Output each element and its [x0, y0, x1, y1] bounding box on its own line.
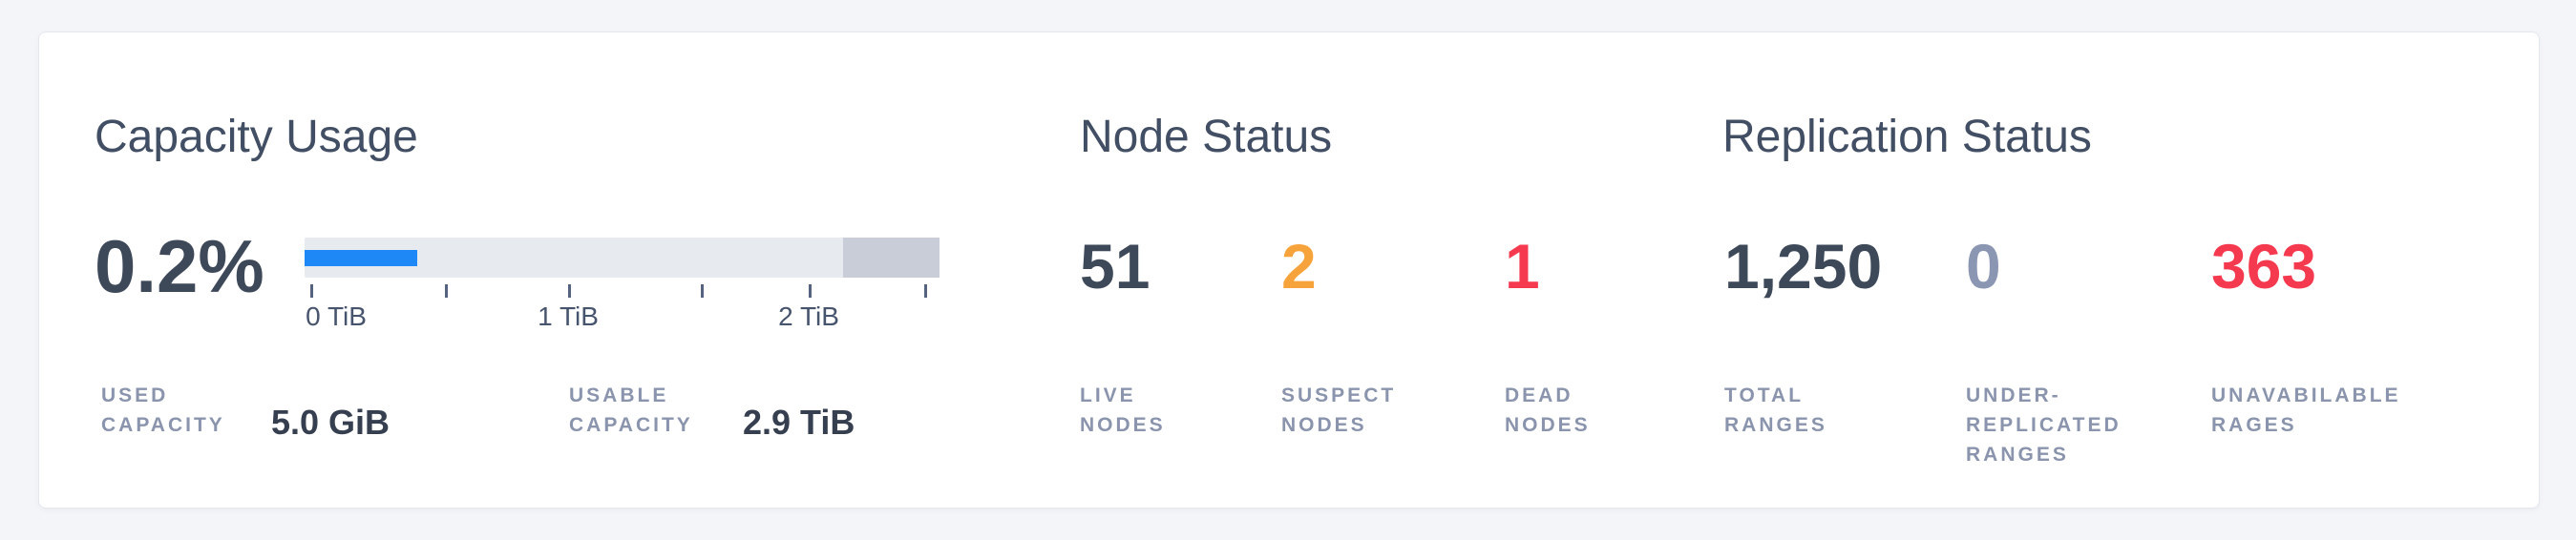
axis-tick-label: 0 TiB [306, 301, 367, 331]
capacity-stat-value: 5.0 GiB [271, 403, 391, 442]
node-stat-value: 1 [1505, 231, 1540, 301]
node-stat-value: 2 [1281, 231, 1317, 301]
capacity-used-percent: 0.2% [95, 224, 264, 308]
replication-stat-value: 1,250 [1724, 231, 1883, 301]
capacity-bar-reserved-segment [843, 238, 940, 278]
axis-tick [924, 284, 927, 298]
replication-stat-label: TOTAL RANGES [1724, 384, 1827, 436]
axis-tick [445, 284, 448, 298]
cluster-overview-card: Capacity Usage 0.2% 0 TiB 1 TiB 2 TiB USED… [38, 31, 2540, 509]
replication-stat-label: UNDER- REPLICATED RANGES [1966, 384, 2122, 466]
axis-tick [809, 284, 812, 298]
replication-stat-value: 0 [1966, 231, 2001, 301]
axis-tick-label: 1 TiB [538, 301, 599, 331]
capacity-bar-track [305, 238, 940, 278]
capacity-stat-value: 2.9 TiB [743, 403, 855, 442]
node-stat-label: DEAD NODES [1505, 384, 1591, 436]
axis-tick [310, 284, 313, 298]
capacity-stat-label: USED CAPACITY [101, 384, 225, 436]
node-stat-value: 51 [1080, 231, 1151, 301]
node-stat-label: SUSPECT NODES [1281, 384, 1397, 436]
axis-tick [568, 284, 571, 298]
replication-stat-value: 363 [2211, 231, 2317, 301]
node-stat-label: LIVE NODES [1080, 384, 1166, 436]
capacity-bar-used-fill [305, 250, 417, 266]
node-status-title: Node Status [1080, 112, 1333, 162]
axis-tick-label: 2 TiB [778, 301, 839, 331]
capacity-usage-title: Capacity Usage [95, 112, 418, 162]
replication-stat-label: UNAVABILABLE RAGES [2211, 384, 2401, 436]
capacity-bar-axis: 0 TiB 1 TiB 2 TiB [305, 284, 940, 370]
replication-status-title: Replication Status [1722, 112, 2092, 162]
capacity-stat-label: USABLE CAPACITY [569, 384, 693, 436]
axis-tick [701, 284, 704, 298]
